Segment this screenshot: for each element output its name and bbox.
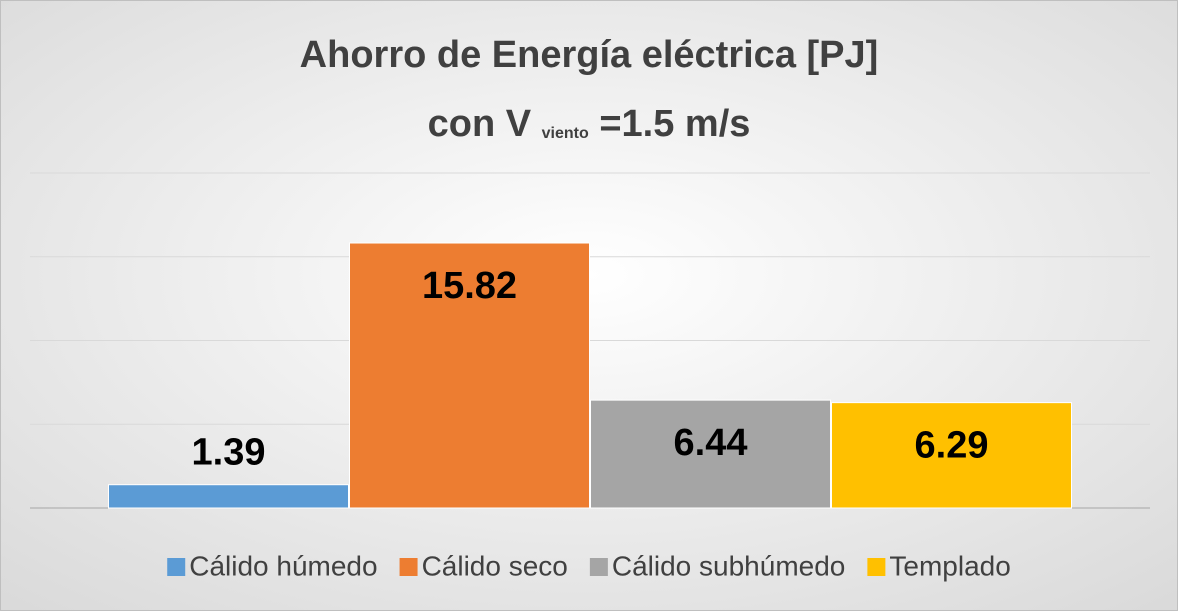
- legend-label: Cálido seco: [422, 550, 568, 581]
- chart-title: Ahorro de Energía eléctrica [PJ]: [300, 34, 879, 76]
- bar: [590, 399, 831, 509]
- title-part: =1.5 m/s: [599, 103, 750, 145]
- chart-title: con V viento =1.5 m/s: [428, 103, 751, 153]
- bar: [349, 242, 590, 509]
- legend-label: Cálido subhúmedo: [612, 550, 846, 581]
- legend-swatch: [867, 558, 886, 576]
- legend-swatch: [167, 558, 186, 576]
- data-label: 6.44: [674, 422, 748, 464]
- legend-swatch: [589, 558, 608, 576]
- bar: [108, 484, 349, 509]
- bar: [831, 402, 1072, 509]
- data-label: 6.29: [915, 425, 989, 467]
- data-label: 15.82: [422, 265, 517, 307]
- title-subscript: viento: [542, 125, 589, 142]
- data-label: 1.39: [192, 432, 266, 474]
- legend-swatch: [399, 558, 418, 576]
- legend-label: Cálido húmedo: [189, 550, 377, 581]
- legend: Cálido húmedo Cálido seco Cálido subhúmedo…: [167, 550, 1011, 581]
- title-part: con V: [428, 103, 532, 145]
- legend-label: Templado: [889, 550, 1010, 581]
